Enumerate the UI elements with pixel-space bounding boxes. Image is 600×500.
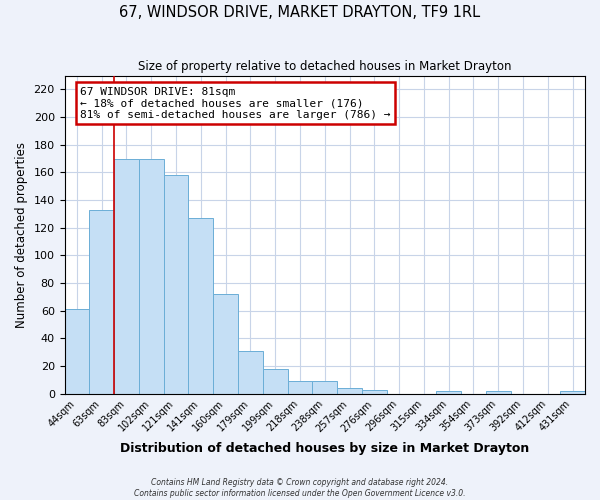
Bar (89, 210, 114, 394)
Bar (486, 391, 511, 394)
Bar (287, 382, 313, 394)
Text: 67, WINDSOR DRIVE, MARKET DRAYTON, TF9 1RL: 67, WINDSOR DRIVE, MARKET DRAYTON, TF9 1… (119, 5, 481, 20)
Bar (263, 369, 287, 394)
Y-axis label: Number of detached properties: Number of detached properties (15, 142, 28, 328)
Bar (65, 310, 89, 394)
Bar (313, 382, 337, 394)
Text: 67 WINDSOR DRIVE: 81sqm
← 18% of detached houses are smaller (176)
81% of semi-d: 67 WINDSOR DRIVE: 81sqm ← 18% of detache… (80, 86, 391, 120)
Bar (238, 351, 263, 394)
Bar (362, 390, 387, 394)
Bar (139, 158, 164, 394)
Bar (164, 175, 188, 394)
Bar (213, 294, 238, 394)
Bar (114, 158, 139, 394)
X-axis label: Distribution of detached houses by size in Market Drayton: Distribution of detached houses by size … (120, 442, 529, 455)
Title: Size of property relative to detached houses in Market Drayton: Size of property relative to detached ho… (138, 60, 512, 73)
Bar (188, 218, 213, 394)
Bar (436, 391, 461, 394)
Bar (337, 388, 362, 394)
Text: Contains HM Land Registry data © Crown copyright and database right 2024.
Contai: Contains HM Land Registry data © Crown c… (134, 478, 466, 498)
Bar (560, 391, 585, 394)
